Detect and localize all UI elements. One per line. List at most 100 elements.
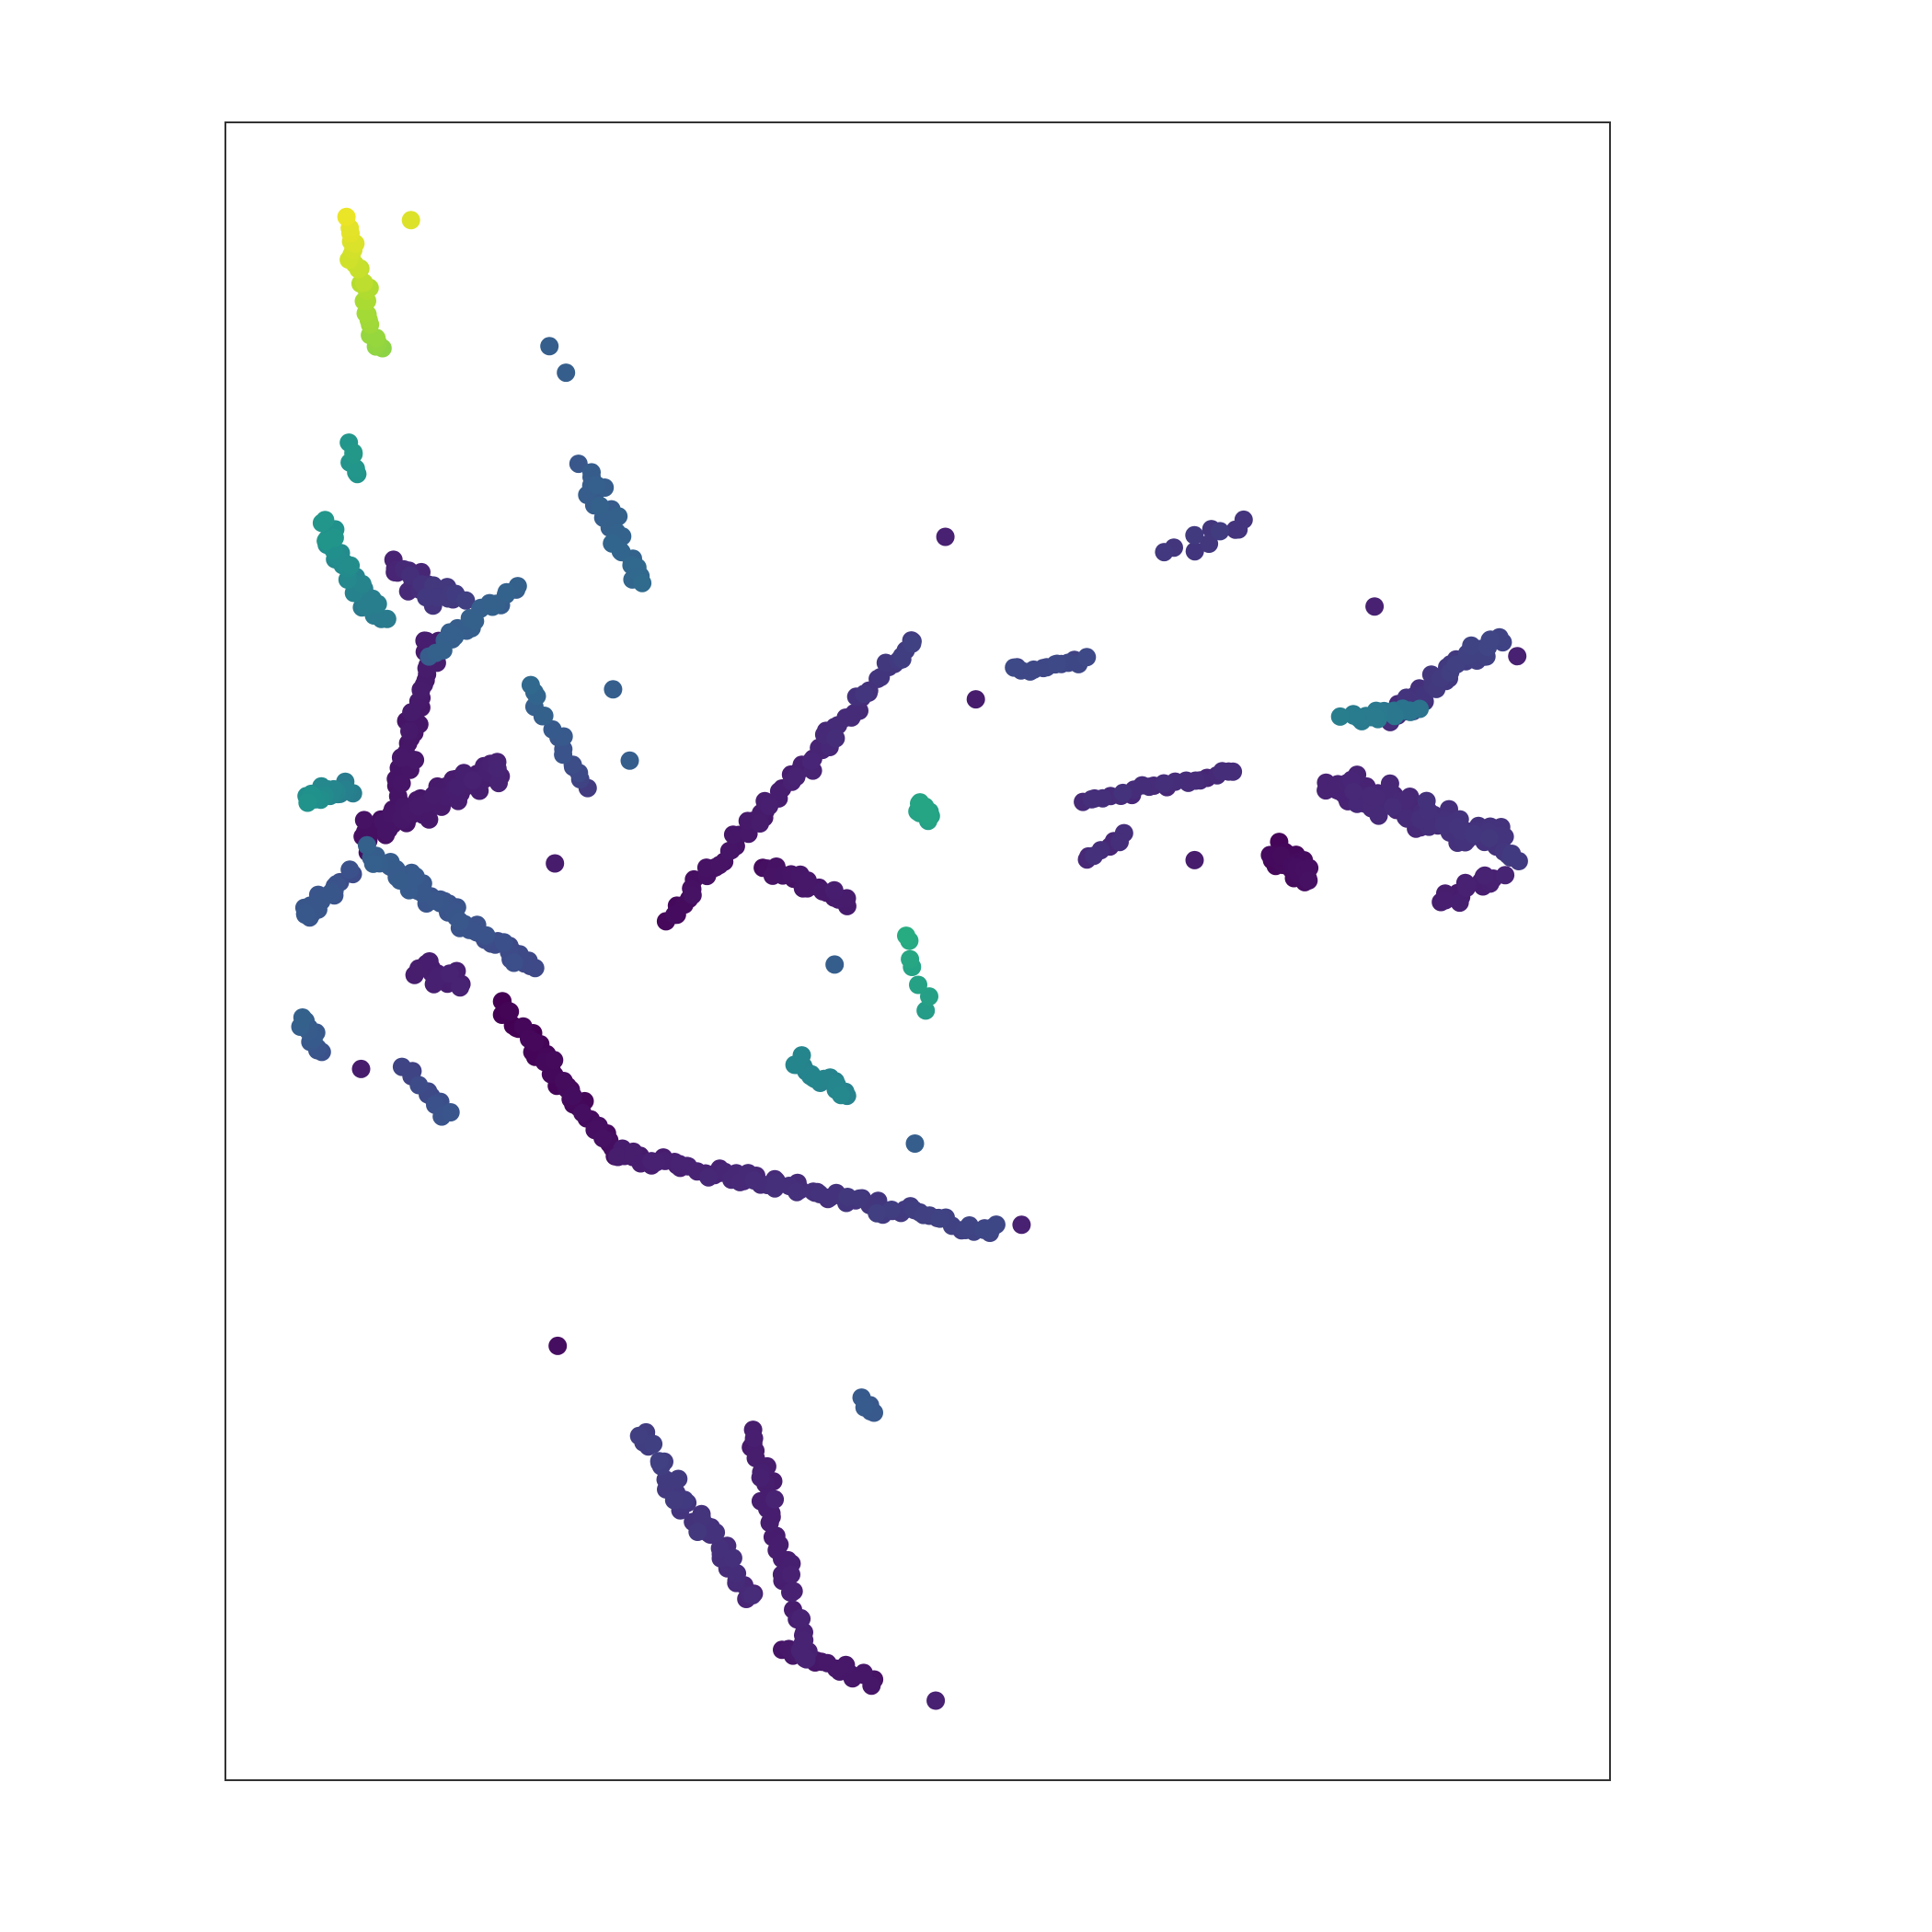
scatter-point: [540, 337, 559, 356]
scatter-point: [723, 825, 742, 845]
scatter-point: [1475, 866, 1494, 885]
scatter-point: [494, 933, 513, 952]
scatter-point: [1383, 798, 1402, 816]
scatter-point: [665, 905, 684, 925]
scatter-point: [794, 1648, 813, 1666]
scatter-points: [291, 207, 1528, 1710]
scatter-point: [683, 886, 702, 904]
scatter-point: [316, 532, 336, 551]
scatter-point: [785, 1055, 804, 1075]
scatter-point: [699, 1167, 719, 1187]
scatter-point: [1110, 833, 1129, 852]
scatter-point: [1133, 776, 1152, 795]
scatter-point: [1185, 850, 1204, 869]
scatter-point: [587, 476, 606, 495]
scatter-point: [855, 1397, 874, 1417]
scatter-point: [765, 1489, 785, 1509]
scatter-point: [920, 987, 938, 1006]
scatter-point: [723, 1548, 742, 1568]
scatter-point: [930, 1209, 949, 1228]
scatter-point: [1084, 846, 1103, 866]
scatter-point: [905, 1134, 925, 1153]
scatter-point: [545, 1051, 564, 1070]
scatter-point: [916, 1001, 936, 1020]
scatter-point: [504, 953, 523, 972]
scatter-point: [569, 454, 588, 474]
scatter-point: [903, 634, 922, 653]
scatter-point: [298, 793, 317, 812]
scatter-point: [1330, 707, 1350, 726]
scatter-point: [1462, 636, 1481, 655]
scatter-point: [554, 1072, 573, 1090]
scatter-point: [1211, 522, 1230, 541]
scatter-point: [787, 767, 806, 787]
scatter-point: [892, 647, 912, 666]
scatter-point: [1369, 806, 1388, 825]
scatter-point: [1450, 893, 1469, 913]
scatter-point: [1400, 701, 1420, 720]
scatter-point: [593, 1129, 613, 1148]
scatter-point: [1155, 543, 1174, 562]
scatter-point: [1048, 654, 1066, 673]
scatter-point: [926, 1691, 946, 1710]
scatter-point: [765, 1179, 785, 1198]
scatter-point: [966, 690, 985, 709]
scatter-point: [620, 751, 639, 770]
scatter-point: [1465, 824, 1483, 844]
scatter-point: [463, 771, 482, 790]
scatter-point: [818, 1653, 837, 1673]
scatter-point: [909, 975, 927, 995]
scatter-point: [826, 729, 845, 748]
scatter-point: [608, 1147, 627, 1167]
scatter-point: [400, 721, 419, 741]
scatter-point: [341, 556, 361, 575]
scatter-point: [1508, 647, 1527, 666]
scatter-point: [868, 1203, 887, 1223]
scatter-point: [842, 707, 861, 727]
scatter-point: [1361, 787, 1380, 806]
scatter-point: [770, 1535, 789, 1554]
scatter-point: [450, 977, 469, 996]
scatter-point: [346, 459, 365, 478]
scatter-point: [1365, 707, 1385, 726]
scatter-point: [604, 680, 623, 699]
scatter-point: [1344, 706, 1363, 725]
scatter-point: [918, 805, 937, 823]
scatter-point: [1496, 866, 1515, 885]
scatter-point: [449, 791, 467, 811]
scatter-point: [788, 1182, 807, 1202]
scatter-point: [344, 444, 363, 464]
scatter-point: [936, 527, 955, 546]
scatter-point: [679, 1156, 697, 1176]
scatter-point: [1229, 520, 1248, 539]
scatter-point: [363, 854, 383, 873]
scatter-point: [546, 854, 565, 873]
scatter-point: [769, 782, 788, 801]
scatter-point: [441, 1103, 460, 1121]
scatter-point: [1457, 879, 1476, 897]
scatter-point: [1479, 828, 1499, 847]
scatter-point: [1481, 630, 1501, 650]
scatter-point: [1436, 891, 1455, 910]
scatter-point: [554, 745, 573, 765]
scatter-point: [1417, 791, 1436, 811]
scatter-point: [352, 574, 372, 593]
scatter-point: [719, 842, 739, 860]
scatter-point: [710, 856, 730, 875]
scatter-point: [543, 719, 562, 739]
scatter-point: [791, 1608, 811, 1627]
scatter-point: [293, 1008, 312, 1027]
scatter-point: [573, 1103, 592, 1122]
scatter-point: [1077, 648, 1097, 667]
scatter-point: [850, 1189, 869, 1208]
scatter-point: [295, 905, 315, 925]
scatter-point: [1385, 707, 1404, 726]
scatter-point: [760, 797, 779, 815]
scatter-point: [535, 707, 554, 725]
scatter-point: [500, 1002, 520, 1021]
scatter-point: [688, 1523, 707, 1541]
scatter-point: [897, 926, 915, 946]
